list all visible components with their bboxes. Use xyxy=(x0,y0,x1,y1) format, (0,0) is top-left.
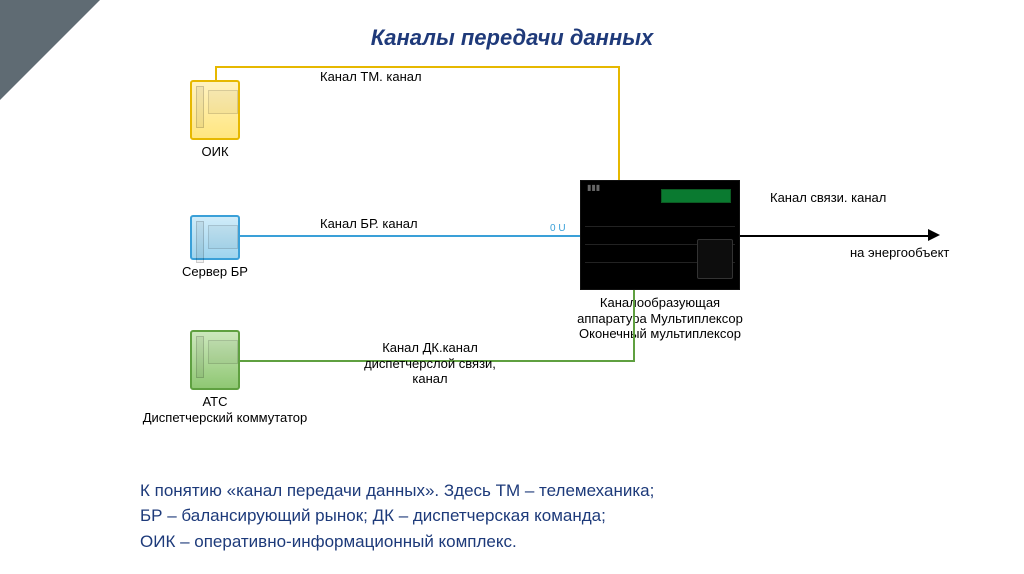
slide-title: Каналы передачи данных xyxy=(0,25,1024,51)
mux-top-text: ▮▮▮ xyxy=(587,183,600,192)
channel-br-port: 0 U xyxy=(550,223,566,234)
caption-line: ОИК – оперативно-информационный комплекс… xyxy=(140,529,860,555)
node-atc-label: АТС xyxy=(180,394,250,410)
edge-br-h xyxy=(240,235,580,237)
mux-panel xyxy=(697,239,733,279)
node-multiplexer: ▮▮▮ xyxy=(580,180,740,290)
caption-line: БР – балансирующий рынок; ДК – диспетчер… xyxy=(140,503,860,529)
channel-br-label: Канал БР. канал xyxy=(320,216,418,231)
node-server-br-label: Сервер БР xyxy=(170,264,260,280)
channel-tm-label: Канал ТМ. канал xyxy=(320,69,422,84)
arrow-out xyxy=(928,229,940,241)
node-oik xyxy=(190,80,240,140)
edge-tm-h xyxy=(215,66,620,68)
edge-dk-v2 xyxy=(633,290,635,362)
edge-out xyxy=(740,235,930,237)
node-atc-sublabel: Диспетчерский коммутатор xyxy=(130,410,320,426)
channel-dk-label: Канал ДК.канал диспетчерслой связи, кана… xyxy=(345,340,515,387)
diagram-canvas: ОИК Сервер БР АТС Диспетчерский коммутат… xyxy=(140,60,960,460)
channel-out-label: Канал связи. канал xyxy=(770,190,886,205)
channel-out-target: на энергообъект xyxy=(850,245,949,260)
edge-tm-v1 xyxy=(215,66,217,80)
mux-display xyxy=(661,189,731,203)
slide-caption: К понятию «канал передачи данных». Здесь… xyxy=(140,478,860,555)
node-mux-label: Каналообразующая аппаратура Мультиплексо… xyxy=(570,295,750,342)
edge-tm-v2 xyxy=(618,66,620,180)
node-oik-label: ОИК xyxy=(180,144,250,160)
caption-line: К понятию «канал передачи данных». Здесь… xyxy=(140,478,860,504)
node-server-br xyxy=(190,215,240,260)
node-atc xyxy=(190,330,240,390)
